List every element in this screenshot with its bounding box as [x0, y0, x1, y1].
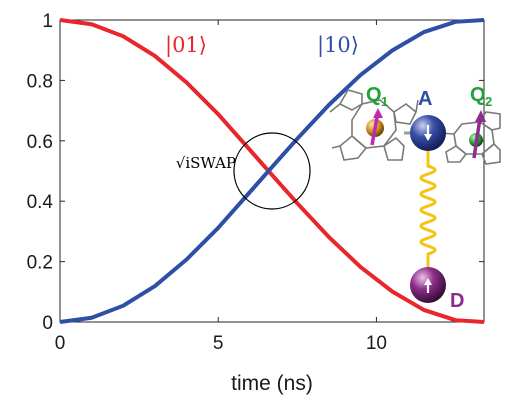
y-tick-label: 0.4 [27, 192, 54, 213]
coupling-spring [419, 150, 437, 268]
q2-subscript: 2 [485, 94, 492, 109]
q1-subscript: 1 [381, 94, 388, 109]
y-tick-label: 0.6 [27, 132, 53, 153]
series-label-01: |01⟩ [165, 33, 207, 58]
x-tick-label: 10 [366, 333, 387, 354]
q2-label: Q [470, 84, 486, 106]
axis-tick-labels: 0 5 10 0 0.2 0.4 0.6 0.8 1 [27, 11, 387, 354]
q1-label: Q [366, 84, 382, 106]
iswap-annotation-label: √iSWAP [176, 154, 236, 172]
a-label: A [418, 88, 432, 110]
molecular-inset: Q 1 Q 2 A D [329, 84, 501, 312]
porphyrin-molecule-icon-right [439, 111, 501, 165]
y-tick-label: 0.8 [27, 71, 53, 92]
d-label: D [450, 290, 464, 312]
x-tick-label: 5 [213, 333, 224, 354]
x-axis-title: time (ns) [231, 372, 313, 395]
y-tick-label: 0.2 [27, 253, 53, 274]
plot-frame [59, 19, 485, 323]
y-tick-label: 1 [42, 11, 53, 32]
series-layer [59, 18, 485, 324]
x-tick-label: 0 [55, 333, 66, 354]
iswap-marker-circle [233, 132, 311, 210]
series-label-10: |10⟩ [317, 33, 359, 58]
porphyrin-molecule-icon-left [329, 89, 419, 161]
y-tick-label: 0 [42, 313, 53, 334]
